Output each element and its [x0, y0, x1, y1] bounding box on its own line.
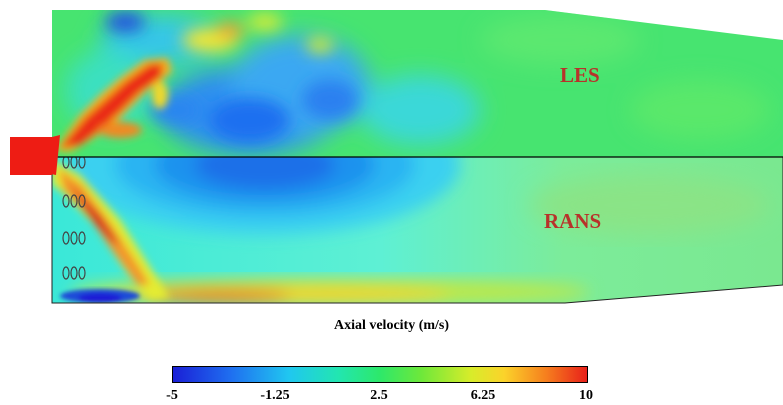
colorbar-tick: -1.25 [260, 388, 290, 403]
injector-hole-icons [62, 157, 86, 280]
inlet-jet-tip [40, 135, 60, 175]
rans-panel [52, 157, 783, 303]
rans-label: RANS [544, 209, 602, 233]
colorbar-tick: 10 [579, 388, 593, 403]
les-label: LES [560, 63, 600, 87]
les-panel [52, 10, 783, 157]
colorbar-title: Axial velocity (m/s) [333, 318, 450, 333]
colorbar-tick: -5 [166, 388, 178, 403]
colorbar-tick: 2.5 [370, 388, 388, 403]
colorbar [172, 366, 588, 383]
colorbar-tick: 6.25 [470, 388, 496, 403]
